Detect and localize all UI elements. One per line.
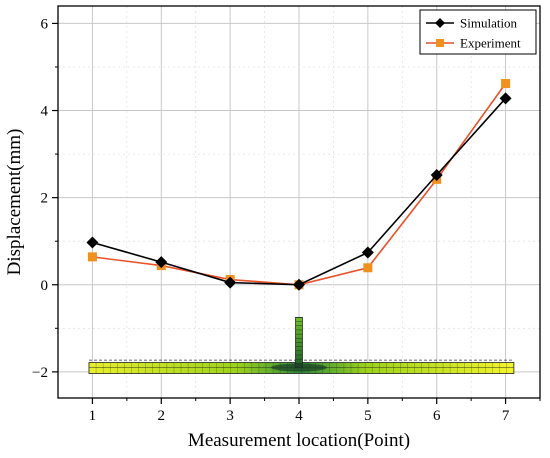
y-axis-title: Displacement(mm)	[4, 129, 25, 276]
x-tick-label: 6	[433, 408, 441, 424]
x-axis-title: Measurement location(Point)	[188, 430, 410, 451]
data-point-experiment	[501, 79, 511, 89]
legend-marker	[435, 18, 445, 28]
data-point-simulation	[293, 278, 305, 291]
y-tick-label: 2	[41, 191, 49, 207]
data-point-simulation	[430, 168, 443, 181]
y-tick-label: 0	[41, 278, 49, 294]
y-tick-label: 4	[41, 104, 49, 120]
data-point-experiment	[363, 263, 373, 273]
x-tick-label: 3	[226, 408, 234, 424]
series-simulation	[86, 92, 512, 291]
x-tick-label: 5	[364, 408, 372, 424]
x-tick-label: 1	[89, 408, 97, 424]
inset-support	[271, 363, 327, 372]
legend: Simulation Experiment	[419, 9, 537, 55]
legend-label-simulation: Simulation	[460, 16, 518, 31]
y-tick-label: −2	[32, 365, 48, 381]
x-tick-label: 7	[502, 408, 510, 424]
beam-model-icon	[88, 317, 515, 374]
series-layer	[86, 79, 512, 291]
x-tick-label: 4	[295, 408, 303, 424]
data-point-simulation	[224, 276, 237, 289]
legend-marker	[436, 39, 444, 47]
y-tick-label: 6	[41, 16, 49, 32]
legend-label-experiment: Experiment	[460, 36, 521, 51]
data-point-simulation	[361, 246, 374, 259]
data-point-simulation	[86, 236, 99, 249]
data-point-experiment	[87, 252, 97, 262]
x-tick-label: 2	[158, 408, 166, 424]
data-point-simulation	[499, 92, 512, 105]
data-point-simulation	[155, 256, 168, 269]
axes: 1 2 3 4 5 6 7 −2 0 2 4 6	[32, 16, 541, 424]
